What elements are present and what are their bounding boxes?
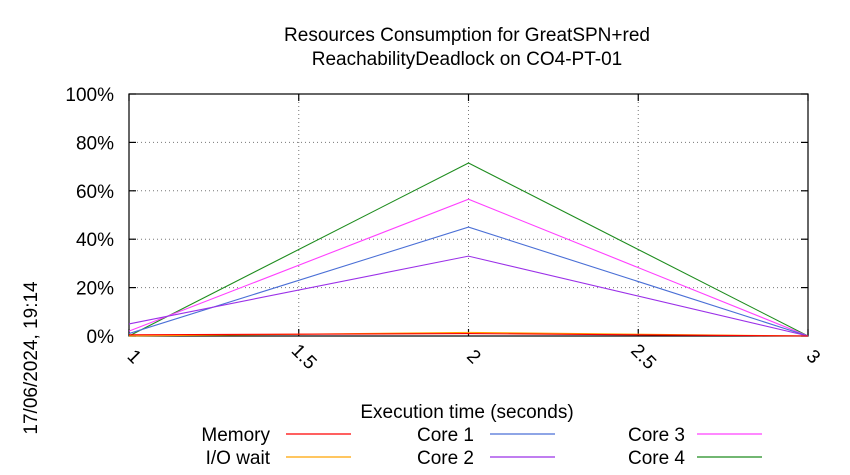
x-tick-label: 2.5 [626,340,660,374]
y-tick-label: 80% [76,133,114,154]
chart-title-line2: ReachabilityDeadlock on CO4-PT-01 [312,49,623,70]
series-lines [128,162,809,337]
x-axis-label: Execution time (seconds) [360,402,573,423]
series-line-core-1 [128,226,809,337]
x-tick-label: 3 [802,346,824,368]
series-line-core-3 [128,198,809,337]
legend-label-memory: Memory [201,425,270,446]
x-tick-label: 1 [123,346,145,368]
x-tick-label: 2 [462,346,484,368]
legend-label-core-4: Core 4 [628,448,685,469]
y-tick-label: 60% [76,182,114,203]
y-tick-label: 100% [65,85,114,106]
series-line-memory [128,333,809,337]
legend-label-core-1: Core 1 [417,425,474,446]
legend-label-i-o-wait: I/O wait [206,448,271,469]
x-tick-label: 1.5 [287,340,321,374]
y-tick-label: 20% [76,279,114,300]
y-tick-label: 0% [87,327,115,348]
grid [129,94,808,336]
y-tick-label: 40% [76,230,114,251]
series-line-core-2 [128,255,809,337]
y-axis: 0% 20% 40% 60% 80% 100% [65,85,808,348]
timestamp-label: 17/06/2024, 19:14 [21,281,42,435]
series-line-core-4 [128,162,809,337]
legend-label-core-2: Core 2 [417,448,474,469]
chart-title-line1: Resources Consumption for GreatSPN+red [284,25,650,46]
legend-label-core-3: Core 3 [628,425,685,446]
